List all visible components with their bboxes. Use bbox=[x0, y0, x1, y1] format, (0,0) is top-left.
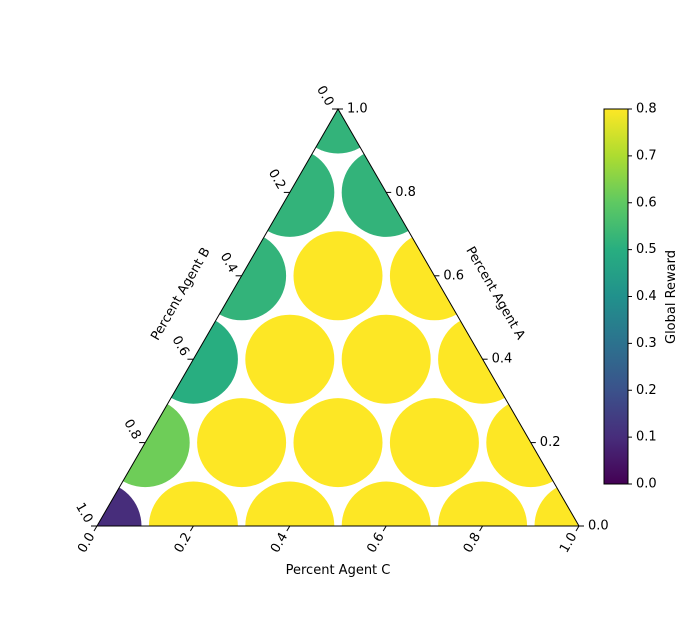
tick-mark bbox=[479, 525, 484, 532]
tick-label-a: 1.0 bbox=[347, 102, 368, 117]
tick-label-c: 0.4 bbox=[268, 530, 291, 555]
data-point bbox=[97, 481, 142, 526]
tick-mark bbox=[575, 525, 580, 532]
tick-label-a: 0.8 bbox=[395, 185, 416, 200]
colorbar-tick-label: 0.0 bbox=[636, 477, 657, 492]
data-point bbox=[341, 481, 431, 526]
colorbar-tick-label: 0.2 bbox=[636, 383, 657, 398]
tick-label-b: 0.4 bbox=[217, 250, 240, 275]
tick-label-a: 0.0 bbox=[588, 519, 609, 534]
tick-label-b: 0.6 bbox=[169, 334, 192, 359]
data-point bbox=[245, 481, 335, 526]
data-point bbox=[438, 481, 528, 526]
tick-mark bbox=[93, 525, 98, 532]
colorbar-tick-label: 0.3 bbox=[636, 336, 657, 351]
tick-label-b: 0.8 bbox=[120, 417, 143, 442]
tick-label-b: 1.0 bbox=[72, 500, 95, 525]
tick-label-a: 0.2 bbox=[540, 435, 561, 450]
colorbar-tick-label: 0.4 bbox=[636, 289, 657, 304]
tick-label-b: 0.0 bbox=[313, 83, 336, 108]
colorbar: 0.0 0.1 0.2 0.3 0.4 0.5 0.6 0.7 0.8 Global Rewar… bbox=[603, 102, 679, 492]
triangle-frame bbox=[96, 108, 580, 527]
data-point bbox=[341, 314, 431, 404]
data-point bbox=[534, 481, 579, 526]
tick-mark bbox=[382, 525, 387, 532]
tick-label-c: 0.6 bbox=[364, 530, 387, 555]
axis-label-b: Percent Agent B bbox=[148, 245, 213, 343]
data-point bbox=[148, 481, 238, 526]
colorbar-ticks: 0.0 0.1 0.2 0.3 0.4 0.5 0.6 0.7 0.8 bbox=[628, 102, 657, 492]
data-point bbox=[389, 398, 479, 488]
data-points bbox=[97, 109, 579, 526]
tick-label-a: 0.6 bbox=[443, 268, 464, 283]
colorbar-tick-label: 0.1 bbox=[636, 430, 657, 445]
colorbar-tick-label: 0.8 bbox=[636, 102, 657, 117]
data-point bbox=[245, 314, 335, 404]
tick-label-c: 0.2 bbox=[172, 530, 195, 555]
axis-label-a: Percent Agent A bbox=[462, 244, 527, 342]
tick-label-a: 0.4 bbox=[492, 352, 513, 367]
axis-label-c: Percent Agent C bbox=[286, 563, 391, 578]
tick-label-c: 0.0 bbox=[75, 530, 98, 555]
tick-label-c: 0.8 bbox=[461, 530, 484, 555]
colorbar-tick-label: 0.7 bbox=[636, 148, 657, 163]
data-point bbox=[293, 398, 383, 488]
colorbar-tick-label: 0.5 bbox=[636, 242, 657, 257]
colorbar-label: Global Reward bbox=[664, 250, 679, 344]
tick-label-b: 0.2 bbox=[265, 167, 288, 192]
data-point bbox=[293, 231, 383, 321]
tick-label-c: 1.0 bbox=[557, 530, 580, 555]
colorbar-tick-label: 0.6 bbox=[636, 195, 657, 210]
colorbar-gradient bbox=[603, 108, 629, 485]
data-point bbox=[197, 398, 287, 488]
tick-mark bbox=[286, 525, 291, 532]
tick-mark bbox=[189, 525, 194, 532]
